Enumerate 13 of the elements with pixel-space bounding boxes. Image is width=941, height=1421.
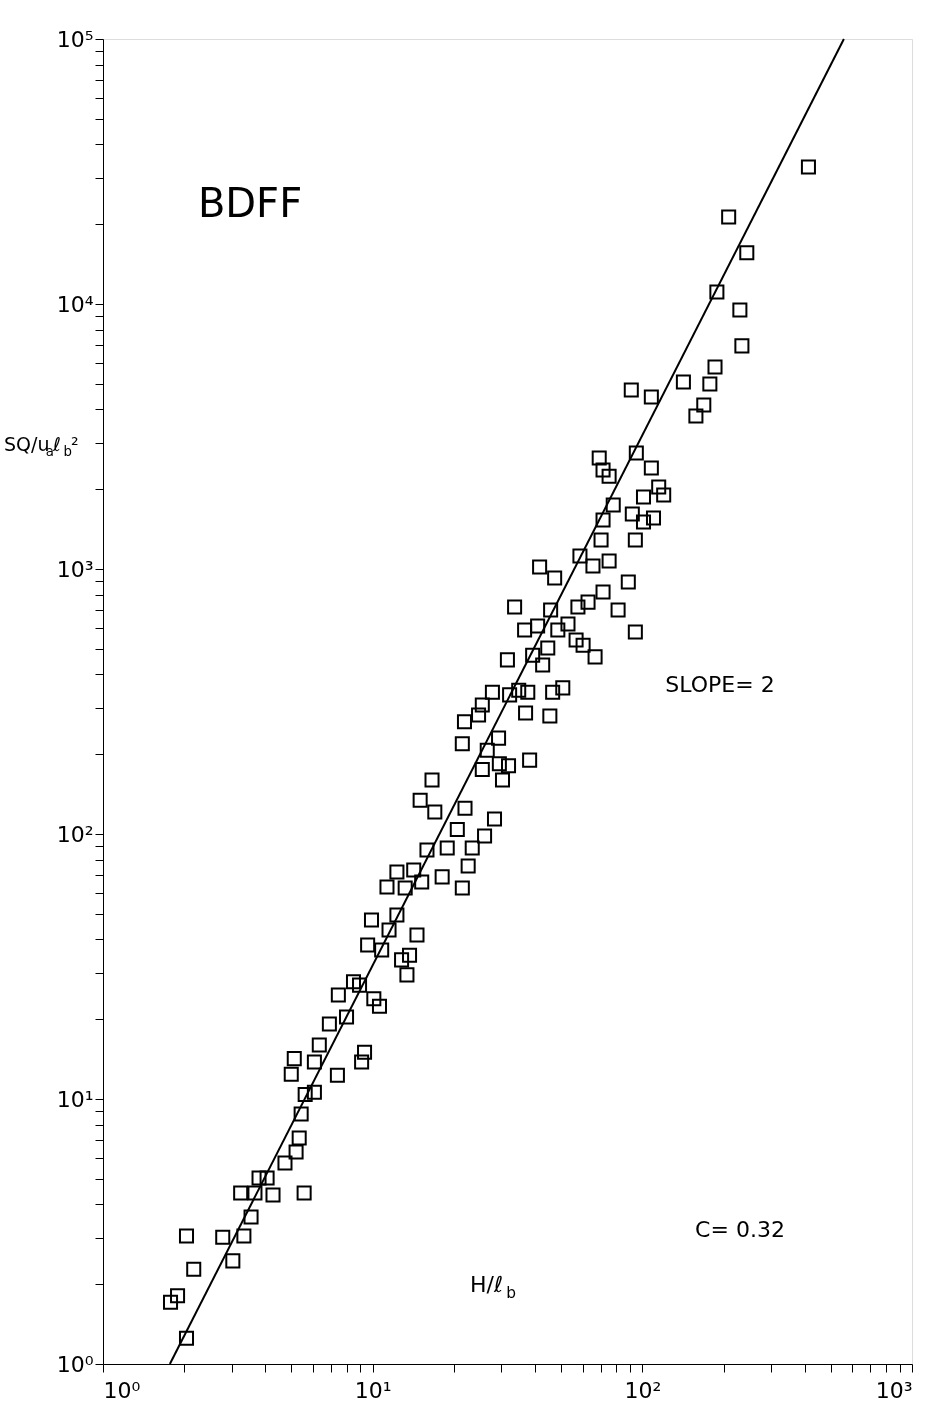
x-tick-label: 10² xyxy=(624,1377,662,1403)
y-tick-label: 10⁰ xyxy=(56,1351,94,1377)
y-tick-label: 10³ xyxy=(56,556,94,582)
y-tick-label: 10² xyxy=(56,821,94,847)
annotation: BDFF xyxy=(197,180,303,226)
y-tick-label: 10¹ xyxy=(56,1086,94,1112)
annotation: C= 0.32 xyxy=(695,1217,785,1242)
x-tick-label: 10⁰ xyxy=(103,1377,141,1403)
y-tick-label: 10⁴ xyxy=(56,291,94,317)
annotation: SLOPE= 2 xyxy=(665,672,775,697)
x-tick-label: 10³ xyxy=(875,1377,913,1403)
y-tick-label: 10⁵ xyxy=(56,26,94,52)
x-tick-label: 10¹ xyxy=(354,1377,392,1403)
